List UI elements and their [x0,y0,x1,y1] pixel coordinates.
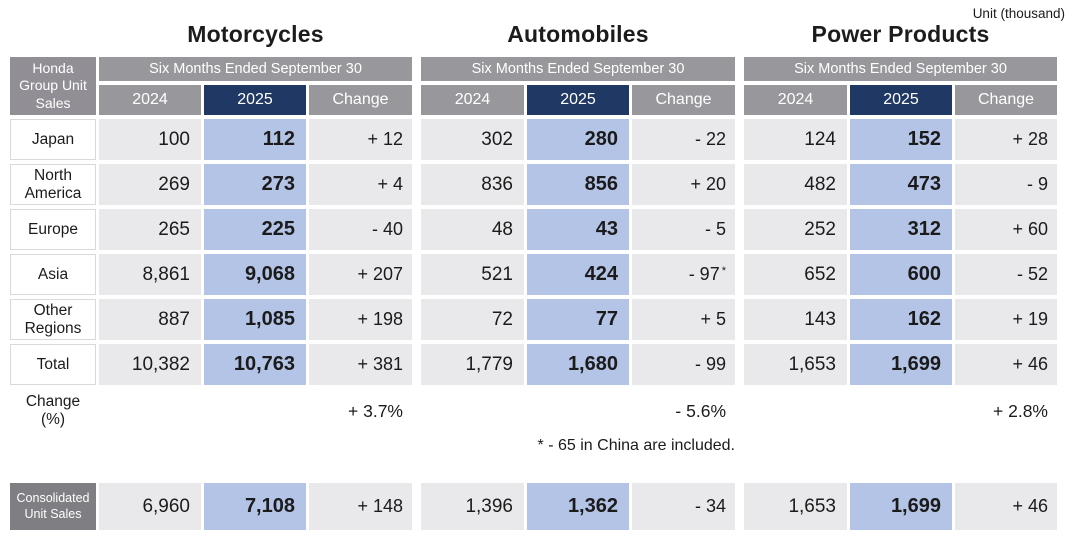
cell-a-2025-europe: 43 [527,209,629,250]
cell-a-2025-other-regions: 77 [527,299,629,340]
cell-m-2025-total: 10,763 [204,344,306,385]
cell-p-2024-japan: 124 [744,119,847,160]
cell-m-2025-north-america: 273 [204,164,306,205]
unit-note: Unit (thousand) [972,6,1065,21]
cell-a-2024-total: 1,779 [421,344,524,385]
cell-a-2025-total: 1,680 [527,344,629,385]
cell-m-2024-other-regions: 887 [99,299,201,340]
cell-m-2024-consolidated: 6,960 [99,483,201,530]
cell-p-change-north-america: - 9 [955,164,1057,205]
cell-a-change-asia: - 97 * [632,254,735,295]
cell-m-change-north-america: + 4 [309,164,412,205]
cell-p-change-total: + 46 [955,344,1057,385]
consolidated-unit-sales-row: Consolidated Unit Sales 6,960 7,108 + 14… [10,483,1057,530]
cell-a-2024-europe: 48 [421,209,524,250]
cell-p-2024-asia: 652 [744,254,847,295]
cell-a-change-asia-value: - 97 [688,264,720,284]
row-label-consolidated-unit-sales: Consolidated Unit Sales [10,483,96,530]
cell-p-change-japan: + 28 [955,119,1057,160]
period-header-automobiles: Six Months Ended September 30 [421,57,735,81]
china-footnote: * - 65 in China are included. [537,437,735,454]
cell-m-2025-europe: 225 [204,209,306,250]
row-label-change-percent-text: Change (%) [25,393,81,428]
col-header-automobiles-2025: 2025 [527,85,629,115]
cell-a-2025-north-america: 856 [527,164,629,205]
cell-a-change-europe: - 5 [632,209,735,250]
cell-p-2025-north-america: 473 [850,164,952,205]
cell-a-change-consolidated: - 34 [632,483,735,530]
cell-a-change-japan: - 22 [632,119,735,160]
cell-p-2025-asia: 600 [850,254,952,295]
cell-p-2024-total: 1,653 [744,344,847,385]
col-header-motorcycles-change: Change [309,85,412,115]
group-title-automobiles: Automobiles [507,21,649,47]
group-title-motorcycles: Motorcycles [187,21,324,47]
cell-m-change-total: + 381 [309,344,412,385]
cell-p-2024-other-regions: 143 [744,299,847,340]
cell-m-change-japan: + 12 [309,119,412,160]
cell-p-2024-consolidated: 1,653 [744,483,847,530]
cell-p-2024-europe: 252 [744,209,847,250]
cell-m-2024-total: 10,382 [99,344,201,385]
cell-p-2025-consolidated: 1,699 [850,483,952,530]
cell-m-2025-other-regions: 1,085 [204,299,306,340]
cell-m-2025-consolidated: 7,108 [204,483,306,530]
cell-a-change-north-america: + 20 [632,164,735,205]
row-label-asia: Asia [10,254,96,295]
cell-a-change-other-regions: + 5 [632,299,735,340]
row-label-europe: Europe [10,209,96,250]
col-header-automobiles-change: Change [632,85,735,115]
col-header-automobiles-2024: 2024 [421,85,524,115]
cell-a-change-total: - 99 [632,344,735,385]
unit-sales-table: Motorcycles Automobiles Power Products H… [10,16,1057,433]
cell-p-change-consolidated: + 46 [955,483,1057,530]
cell-p-2025-other-regions: 162 [850,299,952,340]
period-header-power-products: Six Months Ended September 30 [744,57,1057,81]
cell-m-change-europe: - 40 [309,209,412,250]
cell-m-2025-japan: 112 [204,119,306,160]
row-label-change-percent: Change (%) [10,389,96,433]
row-label-total: Total [10,344,96,385]
cell-m-2024-japan: 100 [99,119,201,160]
cell-p-2025-europe: 312 [850,209,952,250]
cell-m-change-percent: + 3.7% [348,400,403,421]
col-header-power-change: Change [955,85,1057,115]
corner-header-honda-group-unit-sales: Honda Group Unit Sales [10,57,96,115]
cell-m-2024-asia: 8,861 [99,254,201,295]
cell-p-change-percent: + 2.8% [993,400,1048,421]
cell-p-2025-japan: 152 [850,119,952,160]
cell-m-2025-asia: 9,068 [204,254,306,295]
col-header-motorcycles-2024: 2024 [99,85,201,115]
cell-a-2025-asia: 424 [527,254,629,295]
row-label-japan: Japan [10,119,96,160]
cell-p-2025-total: 1,699 [850,344,952,385]
cell-m-2024-north-america: 269 [99,164,201,205]
period-header-motorcycles: Six Months Ended September 30 [99,57,412,81]
cell-m-change-consolidated: + 148 [309,483,412,530]
row-label-north-america: North America [10,164,96,205]
cell-m-2024-europe: 265 [99,209,201,250]
col-header-motorcycles-2025: 2025 [204,85,306,115]
cell-a-2025-consolidated: 1,362 [527,483,629,530]
cell-a-change-percent: - 5.6% [675,400,726,421]
cell-a-2024-other-regions: 72 [421,299,524,340]
cell-m-change-asia: + 207 [309,254,412,295]
cell-p-change-other-regions: + 19 [955,299,1057,340]
cell-a-2024-japan: 302 [421,119,524,160]
cell-p-change-asia: - 52 [955,254,1057,295]
group-title-power-products: Power Products [811,21,990,47]
cell-a-2024-north-america: 836 [421,164,524,205]
cell-p-change-europe: + 60 [955,209,1057,250]
cell-m-change-other-regions: + 198 [309,299,412,340]
cell-p-2024-north-america: 482 [744,164,847,205]
cell-a-2025-japan: 280 [527,119,629,160]
col-header-power-2025: 2025 [850,85,952,115]
col-header-power-2024: 2024 [744,85,847,115]
corner-header-label: Honda Group Unit Sales [19,60,87,111]
cell-a-2024-asia: 521 [421,254,524,295]
cell-a-2024-consolidated: 1,396 [421,483,524,530]
row-label-other-regions: Other Regions [10,299,96,340]
